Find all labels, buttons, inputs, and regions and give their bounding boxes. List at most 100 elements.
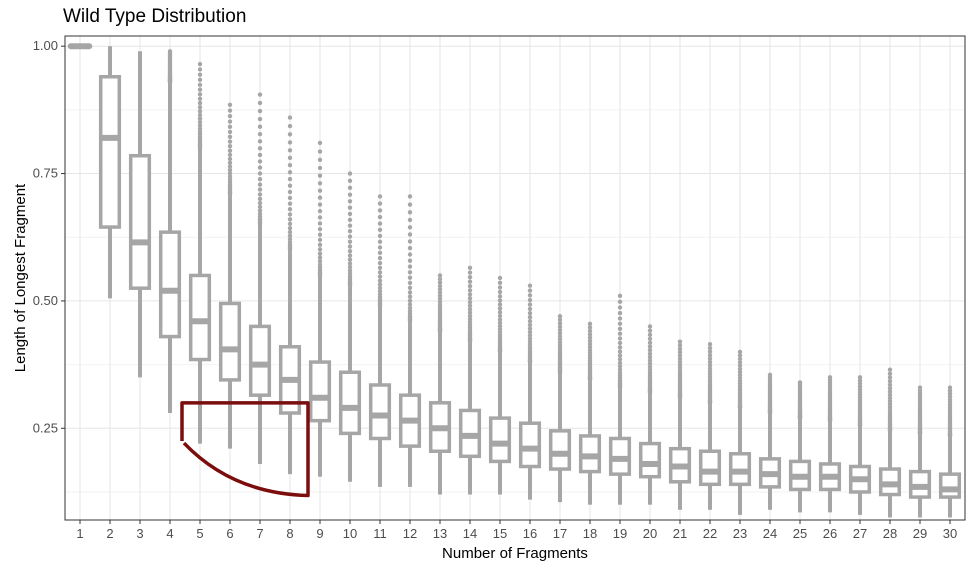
outlier-point: [197, 96, 203, 101]
outlier-point: [647, 324, 653, 329]
outlier-point: [647, 340, 653, 345]
outlier-point: [557, 324, 563, 329]
x-tick-label: 2: [106, 526, 113, 541]
outlier-point: [707, 356, 713, 361]
outlier-point: [677, 346, 683, 352]
outlier-point: [527, 326, 533, 331]
outlier-point: [377, 265, 383, 270]
x-tick-label: 4: [166, 526, 173, 541]
outlier-point: [887, 386, 893, 391]
x-tick-label: 11: [373, 526, 387, 541]
box: [158, 230, 182, 339]
outlier-point: [347, 248, 353, 254]
outlier-point: [197, 126, 203, 131]
outlier-point: [227, 174, 233, 179]
outlier-point: [287, 229, 293, 235]
outlier-point: [407, 302, 413, 307]
outlier-point: [467, 283, 473, 289]
outlier-point: [617, 336, 623, 341]
outlier-point: [347, 185, 353, 191]
outlier-point: [257, 131, 263, 137]
outlier-point: [857, 381, 863, 386]
outlier-point: [197, 116, 203, 121]
outlier-point: [257, 100, 263, 106]
outlier-point: [347, 271, 353, 276]
box-layer: [70, 43, 962, 499]
outlier-point: [257, 211, 263, 216]
axis-layer: 0.250.500.751.001 2 3 4 5 6 7 8 9 10 11 12 13 14 15 16 1…: [33, 38, 958, 541]
box: [128, 153, 152, 290]
outlier-point: [407, 245, 413, 251]
chart-title: Wild Type Distribution: [63, 6, 247, 27]
x-tick-label: 3: [136, 526, 143, 541]
outlier-point: [647, 344, 653, 349]
outlier-point: [947, 385, 953, 390]
outlier-point: [317, 157, 323, 163]
outlier-point: [197, 67, 203, 72]
outlier-point: [347, 171, 353, 176]
outlier-point: [557, 317, 563, 323]
outlier-point: [887, 395, 893, 401]
outlier-point: [287, 123, 293, 129]
outlier-point: [617, 305, 623, 310]
x-tick-label: 9: [316, 526, 323, 541]
outlier-point: [287, 236, 293, 242]
x-tick-label: 17: [553, 526, 567, 541]
outlier-point: [737, 366, 743, 372]
outlier-point: [227, 139, 233, 144]
outlier-point: [377, 194, 383, 199]
outlier-point: [647, 348, 653, 353]
outlier-point: [707, 349, 713, 354]
outlier-point: [407, 217, 413, 223]
outlier-point: [227, 129, 233, 135]
outlier-point: [257, 108, 263, 114]
outlier-point: [377, 274, 383, 279]
outlier-point: [257, 92, 263, 97]
outlier-point: [887, 375, 893, 380]
outlier-point: [647, 358, 653, 363]
outlier-point: [527, 315, 533, 320]
outlier-point: [257, 152, 263, 158]
outlier-point: [287, 162, 293, 168]
outlier-point: [707, 345, 713, 351]
outlier-point: [527, 329, 533, 335]
outlier-point: [227, 113, 233, 119]
outlier-point: [407, 210, 413, 215]
outlier-point: [647, 354, 653, 360]
outlier-point: [317, 221, 323, 226]
outlier-point: [227, 102, 233, 107]
outlier-point: [947, 388, 953, 393]
outlier-point: [827, 375, 833, 380]
outlier-point: [317, 149, 323, 154]
x-tick-label: 22: [703, 526, 717, 541]
outlier-point: [587, 321, 593, 327]
outlier-point: [347, 223, 353, 228]
outlier-point: [617, 293, 623, 299]
outlier-point: [227, 134, 233, 140]
outlier-point: [437, 273, 443, 278]
outlier-point: [407, 308, 413, 314]
outlier-point: [197, 100, 203, 106]
outlier-point: [407, 280, 413, 286]
outlier-point: [257, 200, 263, 206]
box: [488, 416, 512, 464]
outlier-point: [557, 334, 563, 339]
outlier-point: [377, 208, 383, 213]
outlier-point: [617, 331, 623, 336]
outlier-point: [647, 332, 653, 338]
annotation-layer: [180, 401, 310, 498]
outlier-point: [287, 132, 293, 137]
y-tick-label: 0.75: [33, 166, 58, 181]
outlier-point: [497, 310, 503, 315]
outlier-point: [497, 275, 503, 281]
outlier-point: [887, 379, 893, 384]
box: [98, 75, 122, 229]
outlier-point: [347, 178, 353, 183]
outlier-point: [677, 339, 683, 344]
outlier-point: [317, 237, 323, 243]
outlier-point: [257, 182, 263, 187]
y-tick-label: 0.50: [33, 293, 58, 308]
outlier-point: [527, 318, 533, 324]
outlier-point: [197, 61, 203, 67]
outlier-point: [917, 385, 923, 390]
